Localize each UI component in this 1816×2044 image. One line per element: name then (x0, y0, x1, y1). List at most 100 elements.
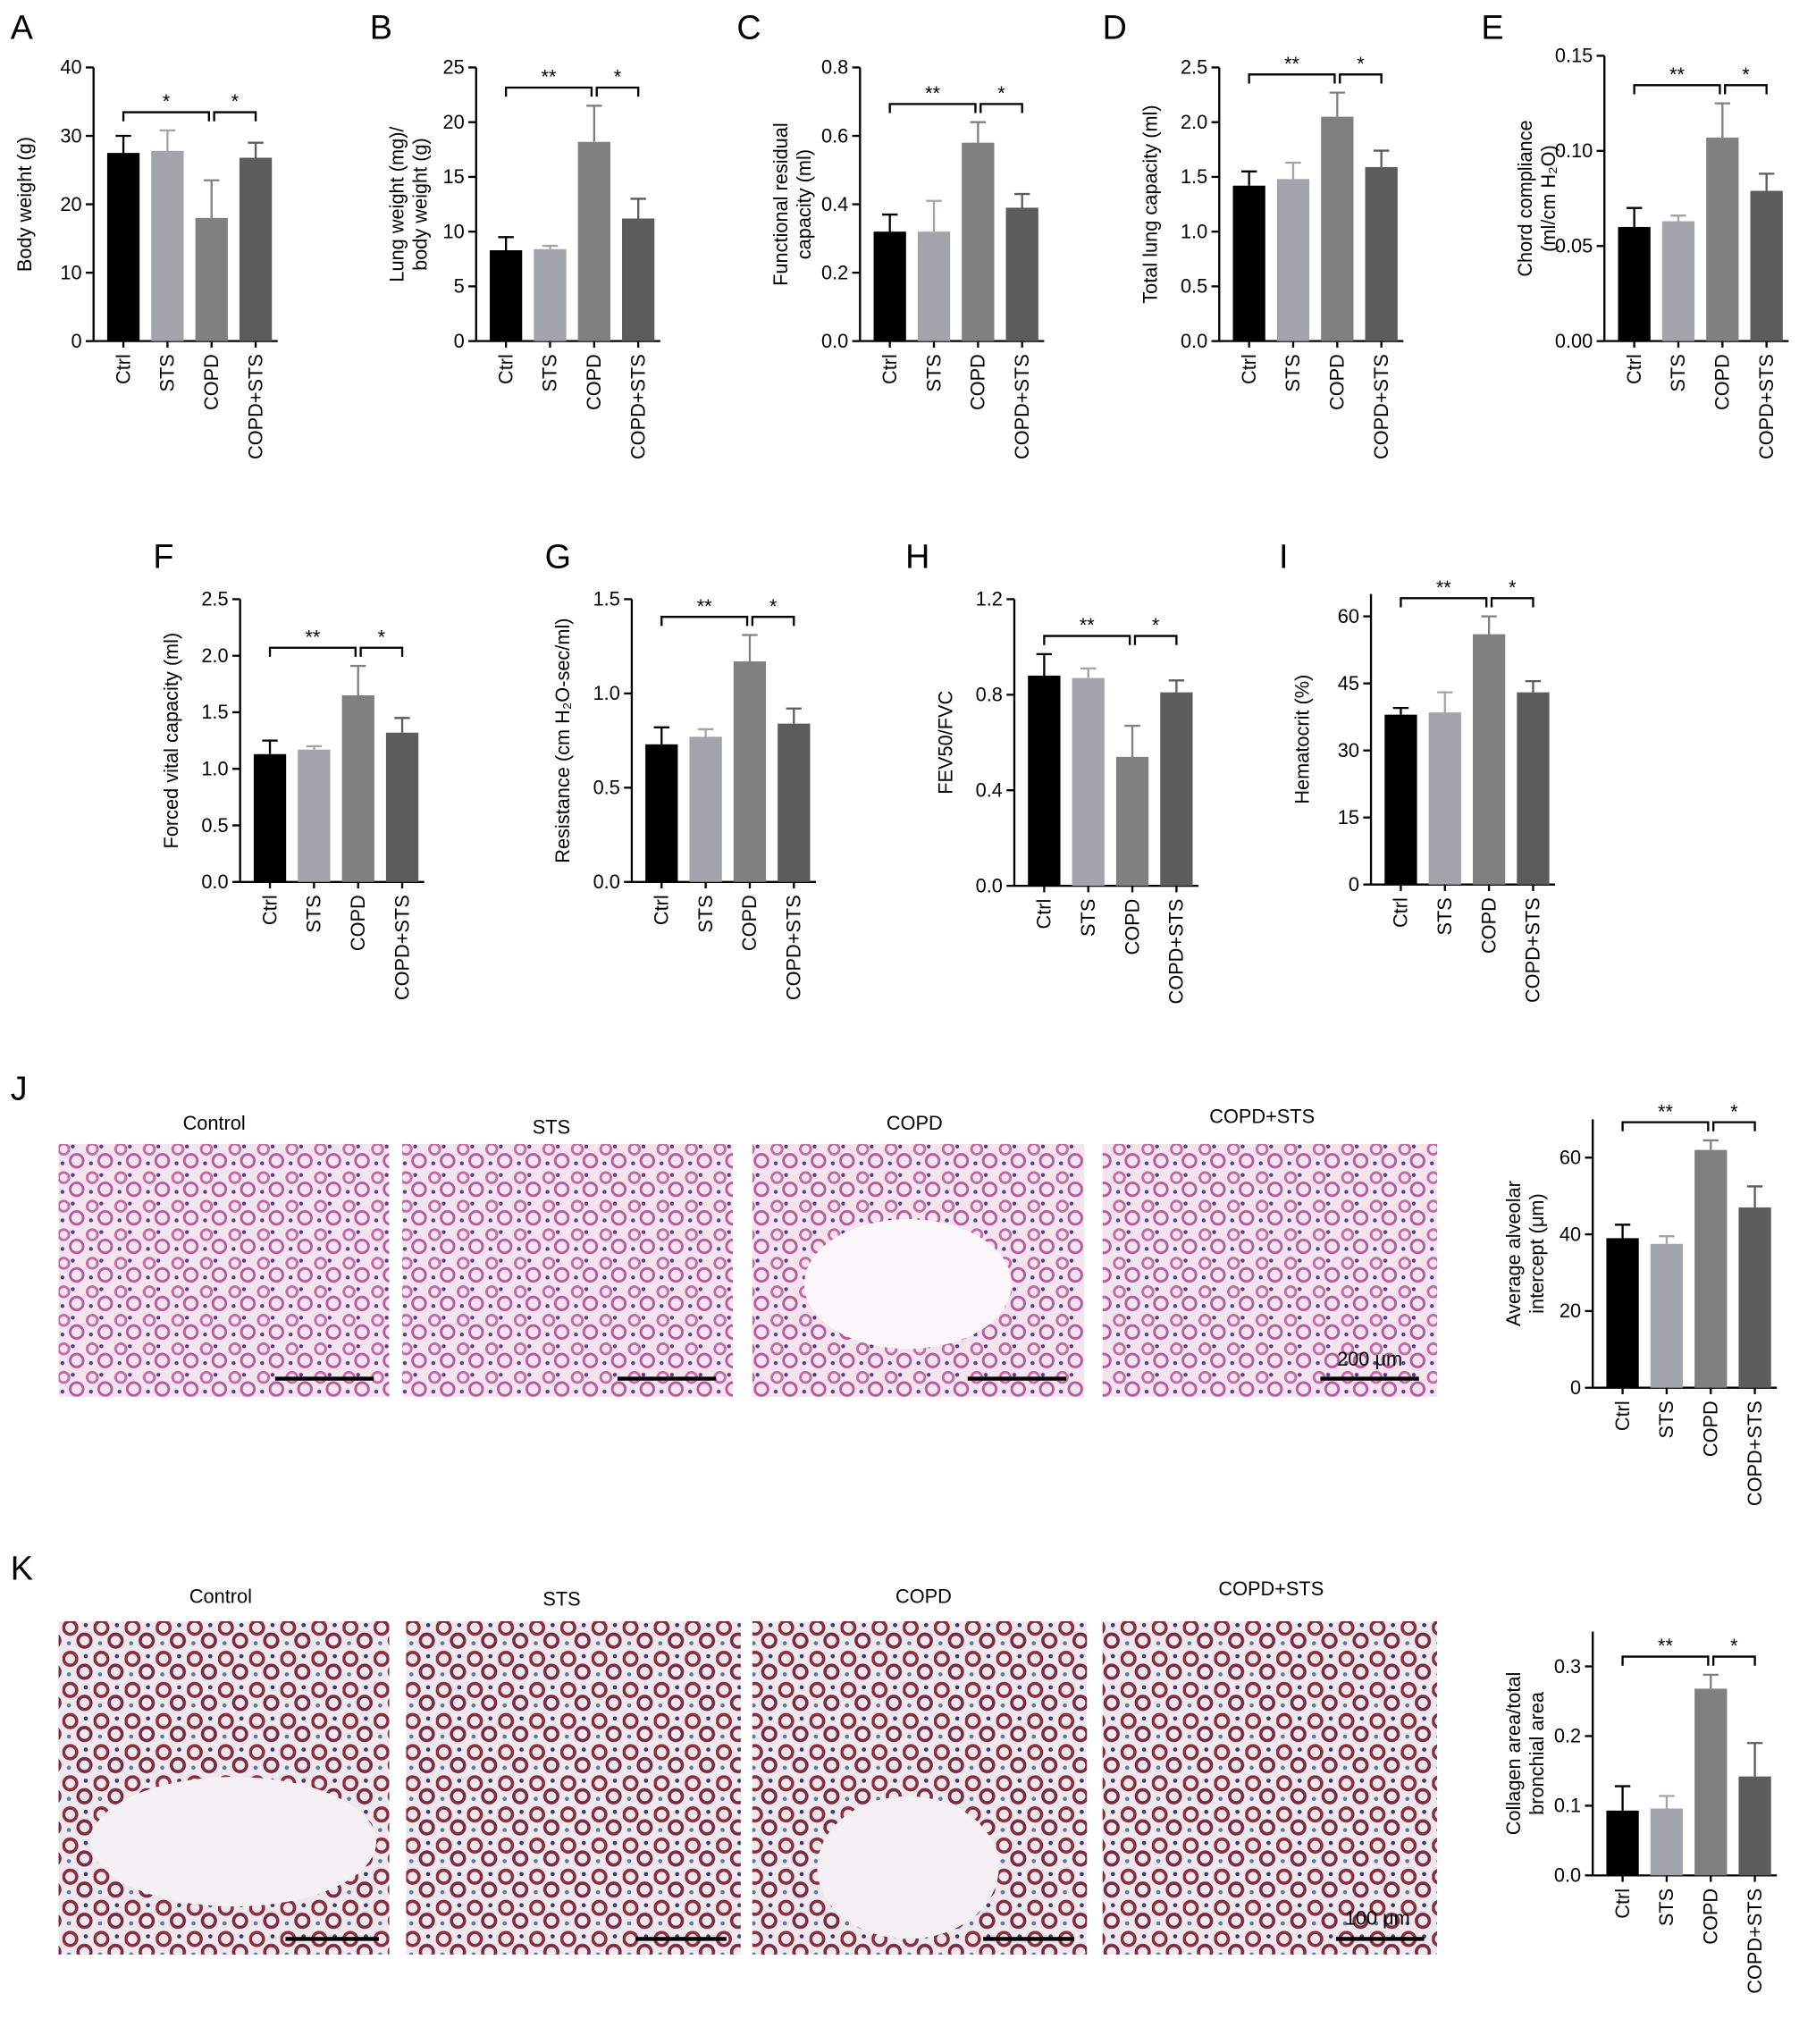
x-tick-label: COPD+STS (1744, 1401, 1766, 1506)
micrograph (406, 1620, 741, 1955)
bar (1694, 1149, 1728, 1388)
bar (1661, 221, 1695, 341)
bar (1384, 714, 1417, 885)
bar (239, 157, 273, 341)
y-tick-label: 0 (454, 330, 465, 352)
significance-bracket (660, 616, 749, 627)
bar (873, 231, 906, 341)
micrograph (58, 1143, 390, 1397)
significance-bracket (122, 111, 210, 122)
y-tick-label: 0.5 (1181, 275, 1207, 298)
micrograph-label: COPD (895, 1586, 952, 1608)
scale-label: 200 μm (1337, 1348, 1402, 1370)
y-axis-label: Chord compliance(ml/cm H₂O) (1514, 120, 1560, 276)
significance-bracket (979, 103, 1023, 114)
y-tick-label: 0.4 (821, 193, 848, 215)
x-tick-label: COPD+STS (1522, 897, 1544, 1003)
y-tick-label: 0.05 (1555, 234, 1593, 257)
y-tick-label: 0.5 (593, 777, 620, 799)
y-axis-label: Functional residualcapacity (ml) (769, 122, 815, 286)
micrograph-label: COPD+STS (1209, 1106, 1315, 1128)
y-tick-label: 0.2 (1554, 1725, 1581, 1747)
significance-bracket (1133, 635, 1178, 645)
panel-label: H (905, 538, 929, 576)
y-axis-label: Total lung capacity (ml) (1139, 105, 1162, 303)
significance-bracket (359, 646, 404, 657)
y-tick-label: 30 (1338, 739, 1359, 761)
panel-label: G (545, 538, 571, 576)
x-tick-label: COPD (967, 354, 989, 410)
significance-bracket (1043, 635, 1131, 645)
micrograph-label: Control (183, 1112, 246, 1134)
bar (341, 694, 374, 882)
significance-label: * (1357, 53, 1365, 75)
panel: A 0 10 20 30 40 Body weight (g) Ctrl STS COPD COPD… (11, 9, 278, 459)
y-tick-label: 20 (443, 111, 465, 133)
y-tick-label: 40 (1560, 1223, 1581, 1245)
significance-label: ** (305, 626, 320, 648)
bar (1517, 692, 1550, 885)
x-tick-label: COPD+STS (783, 895, 805, 1000)
y-tick-label: 10 (60, 261, 81, 283)
bar (577, 141, 610, 341)
y-tick-label: 0.8 (821, 56, 848, 79)
panel-label: A (11, 9, 34, 46)
y-tick-label: 0.6 (821, 124, 848, 147)
significance-label: * (1730, 1635, 1738, 1657)
y-tick-label: 45 (1338, 672, 1359, 694)
significance-label: * (769, 595, 778, 618)
panel: J 0 20 40 60 Average alveolarintercept (μm) Ct… (11, 1070, 1778, 1506)
significance-label: ** (1658, 1100, 1673, 1123)
panel: D 0.0 0.5 1.0 1.5 2.0 2.5 Total lung capacity (… (1103, 9, 1404, 459)
x-tick-label: Ctrl (1238, 354, 1260, 384)
y-axis-label: Body weight (g) (13, 137, 36, 272)
y-tick-label: 0.0 (593, 871, 620, 893)
x-tick-label: Ctrl (1390, 897, 1412, 928)
x-tick-label: STS (1655, 1401, 1677, 1438)
x-tick-label: STS (1077, 899, 1099, 937)
bar (1072, 677, 1105, 887)
y-axis-label: FEV50/FVC (934, 691, 956, 795)
bar (1276, 179, 1310, 341)
micrograph-label: COPD+STS (1218, 1577, 1324, 1600)
significance-bracket (213, 111, 257, 122)
y-tick-label: 0.0 (976, 874, 1003, 896)
x-tick-label: Ctrl (1033, 899, 1055, 929)
significance-label: ** (1658, 1635, 1673, 1657)
panel-label: K (11, 1549, 33, 1586)
panel: K 0.0 0.1 0.2 0.3 Collagen area/totalbronchia… (11, 1549, 1778, 1994)
x-tick-label: COPD (1477, 897, 1500, 954)
significance-bracket (1621, 1121, 1710, 1131)
y-tick-label: 0.0 (821, 330, 848, 352)
y-tick-label: 0.10 (1555, 139, 1593, 162)
y-axis-label: Forced vital capacity (ml) (160, 633, 182, 849)
y-axis-label: Hematocrit (%) (1291, 675, 1313, 804)
y-tick-label: 0.5 (201, 814, 228, 837)
panel: E 0.00 0.05 0.10 0.15 Chord compliance(ml/cm … (1481, 9, 1789, 459)
micrograph-label: COPD (887, 1112, 943, 1134)
significance-bracket (1711, 1655, 1756, 1666)
x-tick-label: STS (1667, 354, 1689, 391)
x-tick-label: Ctrl (1623, 354, 1645, 384)
x-tick-label: Ctrl (651, 895, 673, 925)
significance-label: ** (1436, 576, 1451, 599)
y-tick-label: 0.4 (976, 778, 1003, 801)
x-tick-label: COPD+STS (244, 354, 266, 459)
airspace (90, 1777, 377, 1907)
y-tick-label: 10 (443, 220, 465, 242)
significance-label: * (1730, 1100, 1738, 1123)
panel-label: J (11, 1070, 28, 1107)
bar (1365, 166, 1398, 341)
panel-label: C (736, 9, 761, 46)
bar (1428, 712, 1461, 885)
y-tick-label: 2.5 (1181, 56, 1207, 79)
significance-label: * (378, 626, 386, 648)
y-tick-label: 1.0 (201, 757, 228, 779)
y-tick-label: 0.8 (976, 684, 1003, 706)
micrograph-label: Control (189, 1586, 252, 1608)
y-tick-label: 15 (1338, 806, 1359, 829)
panel-label: B (370, 9, 392, 46)
bar (298, 749, 331, 882)
significance-bracket (1621, 1655, 1710, 1666)
y-tick-label: 0.00 (1555, 330, 1593, 352)
